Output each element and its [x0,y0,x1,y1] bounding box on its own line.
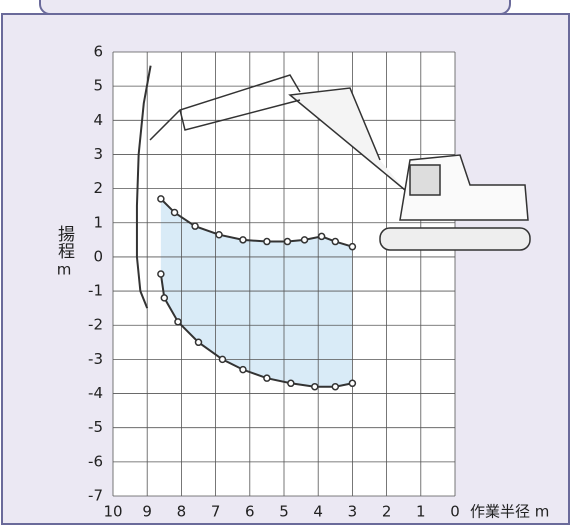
point [311,382,319,391]
x-tick-label: 7 [211,503,221,521]
point [317,232,326,241]
point [263,237,271,246]
y-tick-label: -4 [88,384,103,402]
y-tick-label: -6 [88,452,103,470]
excavator [149,74,531,251]
point [170,208,179,217]
point [157,195,165,203]
x-tick-label: 4 [313,503,323,521]
y-tick-label: 0 [93,247,103,265]
point [300,236,309,244]
point [287,379,295,388]
y-tick-label: -1 [88,282,103,300]
y-tick-label: 5 [93,77,103,95]
x-tick-label: 9 [142,503,152,521]
point [174,318,182,326]
y-tick-label: -7 [88,487,103,505]
point [283,237,292,246]
x-tick-label: 1 [416,503,426,521]
range-curve [135,65,152,309]
point [239,236,247,244]
y-axis-unit: m [57,261,72,279]
y-axis-label: 揚程 [54,225,75,259]
x-tick-label: 5 [279,503,289,521]
y-tick-label: -2 [88,316,103,334]
working-zone [160,198,353,387]
point [348,242,357,251]
shade-layer [160,198,353,387]
point [160,294,169,302]
y-tick-label: 2 [93,179,103,197]
point [218,355,227,364]
point [157,270,165,278]
x-tick-label: 0 [450,503,460,521]
y-tick-label: 1 [93,213,103,231]
y-tick-label: 4 [93,111,103,129]
title-bar [39,0,511,15]
y-tick-label: -3 [88,350,103,368]
point [239,365,247,374]
point [191,222,199,230]
y-tick-label: 6 [93,43,103,61]
y-tick-label: -5 [88,418,103,436]
x-tick-label: 10 [103,503,122,521]
point [215,230,223,239]
x-axis-label: 作業半径 m [470,503,549,521]
point [194,338,203,347]
point [348,379,357,388]
x-tick-label: 8 [177,503,187,521]
point [263,374,271,382]
x-tick-label: 2 [382,503,392,521]
y-tick-label: 3 [93,145,103,163]
x-tick-label: 3 [348,503,358,521]
point [331,237,340,246]
x-tick-label: 6 [245,503,255,521]
point [331,382,340,391]
